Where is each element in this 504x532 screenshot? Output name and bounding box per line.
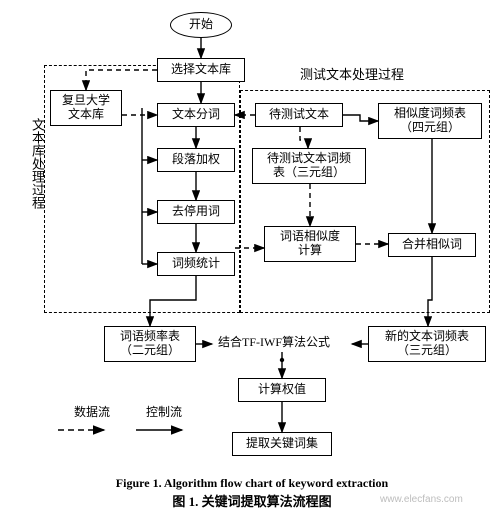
caption-en: Figure 1. Algorithm flow chart of keywor… xyxy=(0,476,504,491)
flowchart-canvas: 文本库处理过程 测试文本处理过程 开始 选择文本库 复旦大学 文本库 文本分词 … xyxy=(0,0,504,532)
edges-svg xyxy=(0,0,504,470)
watermark: www.elecfans.com xyxy=(380,494,463,505)
